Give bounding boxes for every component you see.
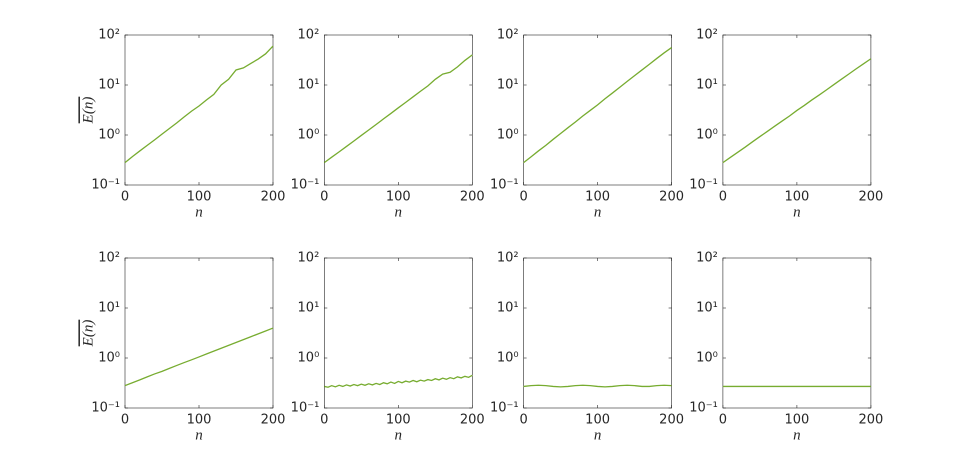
y-tick-label: 10² [98, 251, 120, 266]
y-tick-label: 10² [98, 28, 120, 43]
x-tick-label: 200 [261, 190, 286, 205]
x-tick-label: 100 [187, 413, 212, 428]
y-tick-label: 10⁻¹ [91, 401, 120, 416]
y-tick-label: 10² [497, 251, 519, 266]
x-tick-label: 100 [784, 413, 809, 428]
y-tick-label: 10¹ [497, 78, 519, 93]
y-tick-label: 10² [696, 28, 718, 43]
x-tick-label: 0 [519, 190, 527, 205]
y-tick-label: 10¹ [298, 301, 320, 316]
y-tick-label: 10¹ [298, 78, 320, 93]
x-axis-label: n [594, 204, 602, 220]
y-tick-label: 10⁻¹ [490, 401, 519, 416]
x-tick-label: 200 [460, 413, 485, 428]
axes-box [124, 34, 274, 186]
x-axis-label: n [594, 427, 602, 443]
x-tick-label: 200 [858, 190, 883, 205]
x-tick-label: 100 [386, 190, 411, 205]
data-line [124, 45, 274, 164]
x-tick-label: 100 [585, 413, 610, 428]
axes-box [124, 257, 274, 409]
y-tick-label: 10⁻¹ [291, 401, 320, 416]
y-tick-label: 10¹ [98, 301, 120, 316]
x-axis-label: n [793, 427, 801, 443]
x-tick-label: 0 [719, 190, 727, 205]
x-tick-label: 200 [659, 190, 684, 205]
axes-box [523, 34, 672, 186]
x-tick-label: 100 [386, 413, 411, 428]
x-axis-label: n [195, 427, 203, 443]
y-tick-label: 10⁻¹ [291, 178, 320, 193]
data-line [323, 54, 473, 164]
y-tick-label: 10⁰ [98, 351, 120, 366]
x-tick-label: 200 [261, 413, 286, 428]
y-tick-label: 10¹ [98, 78, 120, 93]
y-tick-label: 10¹ [696, 301, 718, 316]
x-tick-label: 100 [585, 190, 610, 205]
axes-box [323, 34, 473, 186]
y-tick-label: 10⁰ [497, 128, 519, 143]
axes-box [722, 257, 872, 409]
y-tick-label: 10⁰ [98, 128, 120, 143]
y-tick-label: 10² [696, 251, 718, 266]
y-tick-label: 10⁰ [298, 128, 320, 143]
x-axis-label: n [195, 204, 203, 220]
y-tick-label: 10⁰ [497, 351, 519, 366]
x-tick-label: 200 [659, 413, 684, 428]
x-axis-label: n [395, 204, 403, 220]
data-line [722, 58, 872, 164]
y-tick-label: 10⁻¹ [91, 178, 120, 193]
data-line [124, 327, 274, 387]
x-tick-label: 0 [121, 413, 129, 428]
y-tick-label: 10⁰ [696, 351, 718, 366]
x-tick-label: 0 [320, 413, 328, 428]
y-tick-label: 10⁰ [696, 128, 718, 143]
y-tick-label: 10¹ [696, 78, 718, 93]
x-axis-label: n [395, 427, 403, 443]
data-line [523, 384, 672, 388]
y-tick-label: 10² [497, 28, 519, 43]
data-line [523, 47, 672, 164]
y-tick-label: 10⁻¹ [689, 401, 718, 416]
y-axis-label: E(n) [80, 97, 96, 125]
y-tick-label: 10² [298, 28, 320, 43]
x-tick-label: 200 [460, 190, 485, 205]
y-axis-label: E(n) [80, 320, 96, 348]
x-tick-label: 0 [121, 190, 129, 205]
y-tick-label: 10⁻¹ [689, 178, 718, 193]
x-tick-label: 0 [719, 413, 727, 428]
axes-box [523, 257, 672, 409]
y-tick-label: 10⁰ [298, 351, 320, 366]
y-tick-label: 10¹ [497, 301, 519, 316]
x-tick-label: 100 [784, 190, 809, 205]
x-tick-label: 0 [320, 190, 328, 205]
y-tick-label: 10² [298, 251, 320, 266]
y-tick-label: 10⁻¹ [490, 178, 519, 193]
data-line [324, 374, 473, 388]
x-axis-label: n [793, 204, 801, 220]
x-tick-label: 200 [858, 413, 883, 428]
x-tick-label: 100 [187, 190, 212, 205]
x-tick-label: 0 [519, 413, 527, 428]
